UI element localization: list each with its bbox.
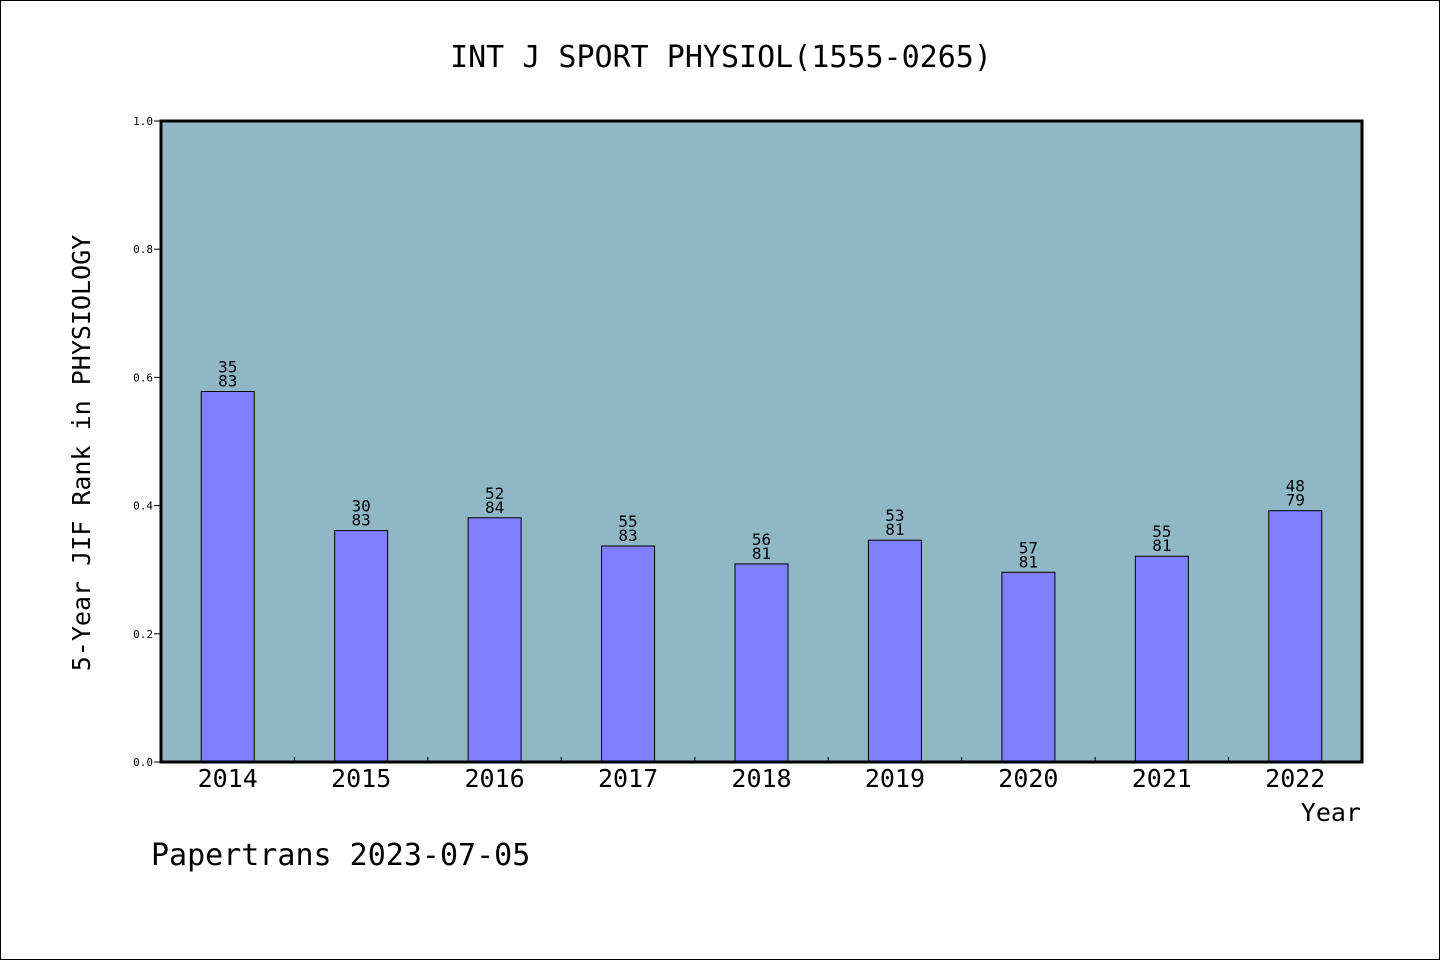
bar-2020: [1001, 571, 1056, 763]
x-tick-label: 2017: [598, 764, 658, 793]
bar-2016: [467, 517, 522, 763]
bar-total-label: 83: [352, 511, 371, 530]
bars-group: [200, 391, 1323, 763]
y-axis-ticks: 0.0 0.2 0.4 0.6 0.8 1.0: [133, 115, 161, 769]
x-tick-label: 2019: [865, 764, 925, 793]
x-axis-ticks: 2014 2015 2016 2017 2018 2019 2020 2021 2022: [198, 757, 1325, 793]
y-tick-label: 0.2: [133, 628, 153, 641]
x-tick-label: 2016: [465, 764, 525, 793]
bar-rank-label: 53: [885, 506, 904, 525]
footer-credit: Papertrans 2023-07-05: [151, 838, 530, 873]
bar-2022: [1268, 510, 1323, 763]
plot-border: [159, 119, 1364, 764]
bar-2018: [734, 563, 789, 763]
bar-rank-label: 48: [1286, 477, 1305, 496]
bar-total-label: 84: [485, 498, 504, 517]
bar-total-label: 81: [885, 520, 904, 539]
y-axis-label: 5-Year JIF Rank in PHYSIOLOGY: [67, 235, 96, 672]
bar-2015: [334, 530, 389, 763]
bar-rank-label: 35: [218, 358, 237, 377]
x-tick-label: 2014: [198, 764, 258, 793]
bar-total-label: 79: [1286, 491, 1305, 510]
bar-2019: [867, 539, 922, 763]
bar-rank-label: 57: [1019, 538, 1038, 557]
bar-rank-label: 30: [352, 497, 371, 516]
x-tick-label: 2018: [731, 764, 791, 793]
x-tick-label: 2020: [998, 764, 1058, 793]
bar-total-label: 81: [1019, 552, 1038, 571]
x-tick-label: 2022: [1265, 764, 1325, 793]
bar-total-label: 83: [218, 372, 237, 391]
x-tick-label: 2021: [1132, 764, 1192, 793]
bar-total-label: 83: [618, 526, 637, 545]
bar-rank-label: 56: [752, 530, 771, 549]
y-tick-label: 0.0: [133, 756, 153, 769]
bar-rank-label: 55: [1152, 522, 1171, 541]
bar-2021: [1134, 555, 1189, 763]
x-tick-label: 2015: [331, 764, 391, 793]
bar-rank-label: 55: [618, 512, 637, 531]
bar-total-label: 81: [1152, 536, 1171, 555]
bar-2014: [200, 391, 255, 763]
y-tick-label: 1.0: [133, 115, 153, 128]
x-axis-label: Year: [1301, 798, 1361, 827]
chart-title: INT J SPORT PHYSIOL(1555-0265): [450, 40, 992, 75]
y-tick-label: 0.4: [133, 500, 153, 513]
bar-total-label: 81: [752, 544, 771, 563]
y-tick-label: 0.8: [133, 243, 153, 256]
y-tick-label: 0.6: [133, 371, 153, 384]
bar-2017: [601, 545, 656, 763]
bar-rank-label: 52: [485, 484, 504, 503]
